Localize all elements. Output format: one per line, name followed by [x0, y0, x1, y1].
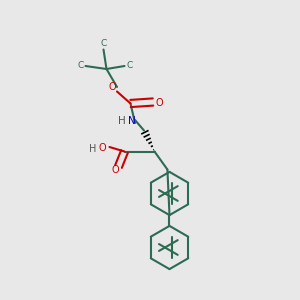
Text: C: C: [127, 61, 133, 70]
Text: C: C: [78, 61, 84, 70]
Text: N: N: [128, 116, 136, 127]
Text: O: O: [155, 98, 163, 108]
Text: C: C: [100, 39, 106, 48]
Text: O: O: [98, 142, 106, 153]
Text: O: O: [112, 165, 119, 176]
Text: O: O: [109, 82, 116, 92]
Text: H: H: [89, 143, 97, 154]
Text: H: H: [118, 116, 125, 127]
